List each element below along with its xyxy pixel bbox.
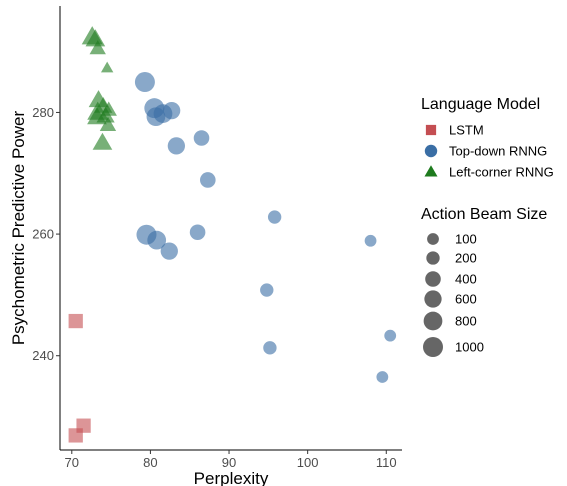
- data-point: [200, 172, 216, 188]
- data-point: [376, 371, 389, 383]
- size-legend-label: 1000: [455, 340, 484, 355]
- color-legend-entries: LSTM Top-down RNNG Left-corner RNNG: [424, 123, 554, 180]
- data-point: [160, 242, 178, 260]
- data-point: [167, 137, 186, 155]
- legend-item-left-corner-rnng: Left-corner RNNG: [424, 165, 554, 180]
- size-legend-key: [424, 290, 442, 308]
- data-point: [193, 130, 210, 146]
- data-point: [189, 224, 206, 241]
- legend-label: Left-corner RNNG: [449, 165, 554, 180]
- legend-label: LSTM: [449, 123, 484, 138]
- y-tick-label: 280: [32, 105, 54, 120]
- size-legend-key: [427, 233, 439, 245]
- color-legend-title: Language Model: [421, 96, 540, 113]
- size-legend-label: 200: [455, 251, 477, 266]
- data-point: [260, 283, 274, 297]
- data-point: [99, 116, 117, 131]
- series-left-corner-rnng: [81, 26, 117, 150]
- size-legend-item: 600: [424, 290, 477, 308]
- size-legend-key: [426, 251, 440, 265]
- size-legend-item: 100: [427, 232, 477, 247]
- x-tick-label: 100: [297, 455, 319, 470]
- data-point: [267, 210, 282, 224]
- data-point: [96, 106, 115, 123]
- data-point: [68, 428, 83, 443]
- size-legend-key: [423, 337, 443, 357]
- size-legend-label: 800: [455, 314, 477, 329]
- size-legend-label: 600: [455, 292, 477, 307]
- data-point: [162, 101, 181, 120]
- data-point: [92, 132, 113, 150]
- legend: Language Model LSTM Top-down RNNG Left-cor…: [421, 96, 554, 357]
- data-point: [384, 329, 397, 342]
- data-point: [263, 341, 277, 355]
- size-legend-key: [423, 311, 443, 331]
- data-points: [68, 26, 397, 443]
- x-tick-label: 70: [65, 455, 79, 470]
- size-legend-label: 100: [455, 232, 477, 247]
- size-legend-item: 400: [425, 271, 477, 287]
- x-ticks: 70 80 90 100 110: [65, 450, 397, 470]
- y-axis-title: Psychometric Predictive Power: [9, 111, 28, 346]
- data-point: [85, 29, 106, 47]
- size-legend-item: 1000: [423, 337, 484, 357]
- x-tick-label: 110: [376, 455, 397, 470]
- axes: 70 80 90 100 110 240 260 280 Perplexity Psycho…: [9, 6, 402, 486]
- size-legend-title: Action Beam Size: [421, 206, 547, 223]
- legend-item-top-down-rnng: Top-down RNNG: [424, 144, 547, 159]
- x-axis-title: Perplexity: [194, 469, 269, 486]
- data-point: [89, 40, 106, 55]
- x-tick-label: 90: [222, 455, 236, 470]
- legend-key-triangle: [424, 165, 438, 177]
- y-tick-label: 240: [32, 348, 54, 363]
- y-ticks: 240 260 280: [32, 105, 60, 363]
- size-legend-item: 800: [423, 311, 477, 331]
- legend-label: Top-down RNNG: [449, 144, 547, 159]
- series-lstm: [68, 313, 91, 443]
- size-legend-item: 200: [426, 251, 477, 266]
- x-tick-label: 80: [143, 455, 157, 470]
- legend-item-lstm: LSTM: [425, 123, 484, 138]
- data-point: [68, 313, 83, 329]
- y-tick-label: 260: [32, 227, 54, 242]
- series-top-down-rnng: [134, 72, 397, 383]
- data-point: [147, 230, 167, 250]
- data-point: [364, 234, 377, 247]
- data-point: [134, 72, 155, 93]
- size-legend-label: 400: [455, 272, 477, 287]
- data-point: [100, 61, 114, 73]
- size-legend-key: [425, 271, 441, 287]
- legend-key-circle: [424, 144, 438, 158]
- legend-key-square: [425, 124, 437, 136]
- size-legend-entries: 100 200 400 600 800 1000: [423, 232, 484, 357]
